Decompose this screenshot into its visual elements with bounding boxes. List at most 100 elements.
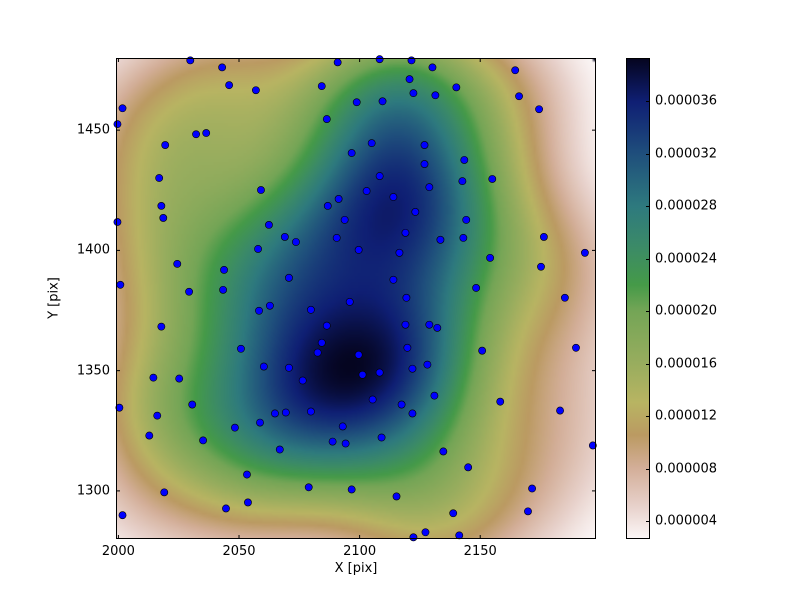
scatter-point <box>408 364 417 373</box>
scatter-point <box>185 287 193 296</box>
scatter-point <box>459 233 468 242</box>
scatter-point <box>347 149 356 157</box>
scatter-point <box>377 433 386 442</box>
scatter-point <box>378 97 387 106</box>
scatter-point <box>317 82 326 91</box>
scatter-point <box>271 409 279 418</box>
scatter-point <box>389 193 398 201</box>
scatter-point <box>408 409 417 418</box>
colorbar-tick-label: 0.000028 <box>655 198 718 214</box>
scatter-point <box>173 259 182 268</box>
scatter-point <box>420 141 429 149</box>
scatter-point <box>403 343 412 352</box>
scatter-point <box>306 305 315 314</box>
scatter-point <box>395 248 404 257</box>
colorbar-tick-mark <box>646 258 650 260</box>
scatter-point <box>157 322 166 331</box>
scatter-point <box>560 293 569 302</box>
scatter-point <box>219 285 227 294</box>
scatter-point <box>511 66 520 75</box>
scatter-point <box>345 297 354 306</box>
scatter-point <box>375 172 384 180</box>
y-tick-label: 1300 <box>76 483 110 499</box>
colorbar-tick-mark <box>646 206 650 208</box>
scatter-point <box>462 215 471 224</box>
scatter-point <box>409 533 418 542</box>
scatter-point <box>358 370 367 379</box>
scatter-point <box>478 346 487 355</box>
y-tick-label: 1400 <box>76 242 110 258</box>
scatter-point <box>409 89 418 98</box>
scatter-point <box>285 363 293 372</box>
scatter-point <box>556 406 564 415</box>
scatter-point <box>275 445 284 454</box>
scatter-point <box>425 183 434 192</box>
scatter-point <box>347 485 356 494</box>
colorbar-tick-mark <box>646 416 650 418</box>
scatter-point <box>113 120 122 129</box>
colorbar-tick-mark <box>646 311 650 313</box>
colorbar-tick-label: 0.000008 <box>655 461 718 477</box>
scatter-point <box>251 86 260 95</box>
scatter-point <box>401 320 410 329</box>
scatter-point <box>389 275 398 284</box>
colorbar-tick-label: 0.000012 <box>655 408 718 424</box>
scatter-point <box>436 235 445 244</box>
scatter-point <box>362 187 371 195</box>
scatter-point <box>161 141 170 149</box>
scatter-point <box>199 436 207 445</box>
colorbar-tick-label: 0.000016 <box>655 356 718 372</box>
scatter-point <box>464 463 473 472</box>
y-axis-label: Y [pix] <box>46 277 62 319</box>
scatter-point <box>280 233 289 241</box>
scatter-point <box>405 75 414 84</box>
scatter-point <box>220 265 228 274</box>
scatter-point <box>153 411 162 420</box>
x-tick-label: 2150 <box>463 544 497 559</box>
colorbar-tick-label: 0.000004 <box>655 513 718 529</box>
scatter-point <box>145 431 154 440</box>
scatter-point <box>420 160 429 168</box>
scatter-point <box>317 338 326 347</box>
scatter-point <box>157 202 166 210</box>
y-tick-label: 1450 <box>76 122 110 138</box>
scatter-point <box>449 509 458 518</box>
plot-area <box>113 55 597 542</box>
colorbar-tick-mark <box>646 101 650 103</box>
scatter-point <box>460 156 469 164</box>
scatter-point <box>431 91 440 100</box>
scatter-point <box>367 139 376 148</box>
scatter-point <box>116 280 125 289</box>
scatter-point <box>423 360 432 369</box>
scatter-point <box>113 218 122 226</box>
x-tick-label: 2100 <box>343 544 377 559</box>
scatter-point <box>368 395 377 404</box>
scatter-point <box>115 403 124 412</box>
scatter-layer <box>113 55 597 542</box>
scatter-point <box>118 104 127 113</box>
scatter-point <box>433 323 442 332</box>
scatter-point <box>298 376 307 385</box>
scatter-point <box>244 498 252 507</box>
scatter-point <box>486 253 495 262</box>
scatter-point <box>333 58 342 67</box>
scatter-point <box>338 422 347 431</box>
scatter-point <box>225 81 234 90</box>
scatter-point <box>452 83 461 92</box>
scatter-point <box>323 202 332 210</box>
scatter-point <box>375 55 384 64</box>
colorbar-tick-label: 0.000024 <box>655 251 718 267</box>
colorbar-tick-mark <box>646 468 650 470</box>
scatter-point <box>155 174 164 182</box>
scatter-point <box>402 293 411 302</box>
scatter-point <box>430 391 439 400</box>
scatter-point <box>237 344 245 353</box>
scatter-point <box>218 63 227 72</box>
scatter-point <box>292 238 300 246</box>
density-heatmap <box>116 58 596 539</box>
scatter-point <box>186 56 195 65</box>
scatter-point <box>401 228 410 237</box>
scatter-point <box>411 208 420 216</box>
scatter-point <box>588 441 597 450</box>
x-axis-label: X [pix] <box>334 561 378 576</box>
